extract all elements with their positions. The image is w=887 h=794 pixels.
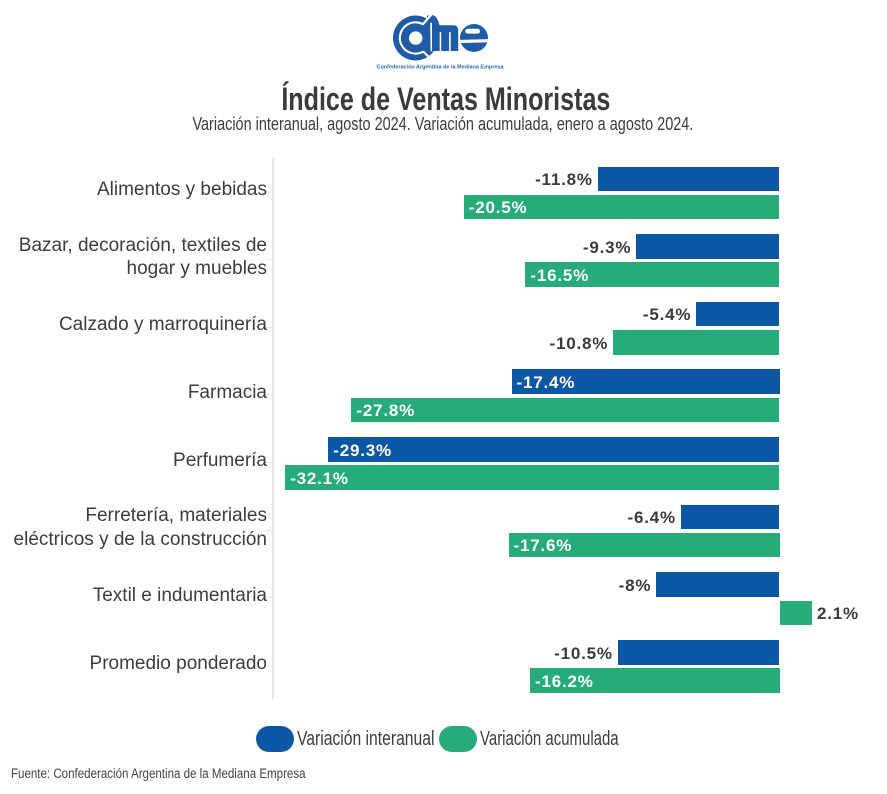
svg-text:Confederación Argentina de la: Confederación Argentina de la Mediana Em… <box>377 65 505 71</box>
